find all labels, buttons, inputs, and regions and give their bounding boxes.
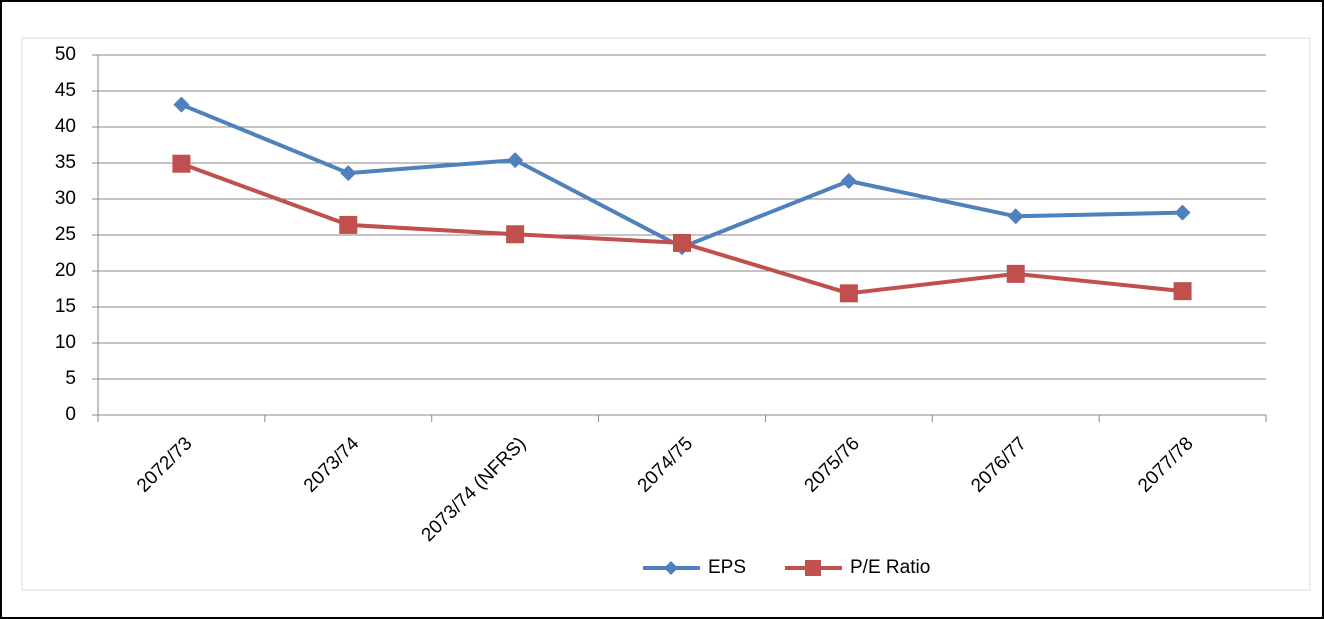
- y-tick-label: 10: [55, 332, 76, 353]
- y-tick-label: 35: [55, 152, 76, 173]
- data-point: [339, 215, 358, 234]
- chart-area: [21, 37, 1311, 591]
- data-point: [172, 154, 191, 173]
- data-point: [840, 173, 857, 189]
- y-tick-label: 20: [55, 260, 76, 281]
- data-point: [1173, 282, 1192, 301]
- legend-marker: [664, 561, 678, 575]
- data-point: [506, 225, 525, 244]
- y-tick-label: 40: [55, 116, 76, 137]
- data-point: [173, 96, 190, 113]
- y-tick-label: 25: [55, 224, 76, 245]
- data-point: [1174, 204, 1191, 221]
- data-point: [340, 165, 357, 182]
- y-tick-label: 45: [55, 80, 76, 101]
- y-tick-label: 5: [65, 368, 76, 389]
- data-point: [507, 152, 524, 169]
- data-point: [1006, 264, 1025, 283]
- legend-marker: [805, 560, 821, 576]
- data-point: [673, 233, 691, 252]
- data-point: [839, 284, 858, 303]
- y-tick-label: 50: [55, 44, 76, 65]
- legend-label: EPS: [708, 557, 746, 578]
- y-tick-label: 0: [65, 404, 76, 425]
- y-tick-label: 15: [55, 296, 76, 317]
- legend-label: P/E Ratio: [850, 557, 930, 578]
- data-point: [1007, 208, 1024, 225]
- y-tick-label: 30: [55, 188, 76, 209]
